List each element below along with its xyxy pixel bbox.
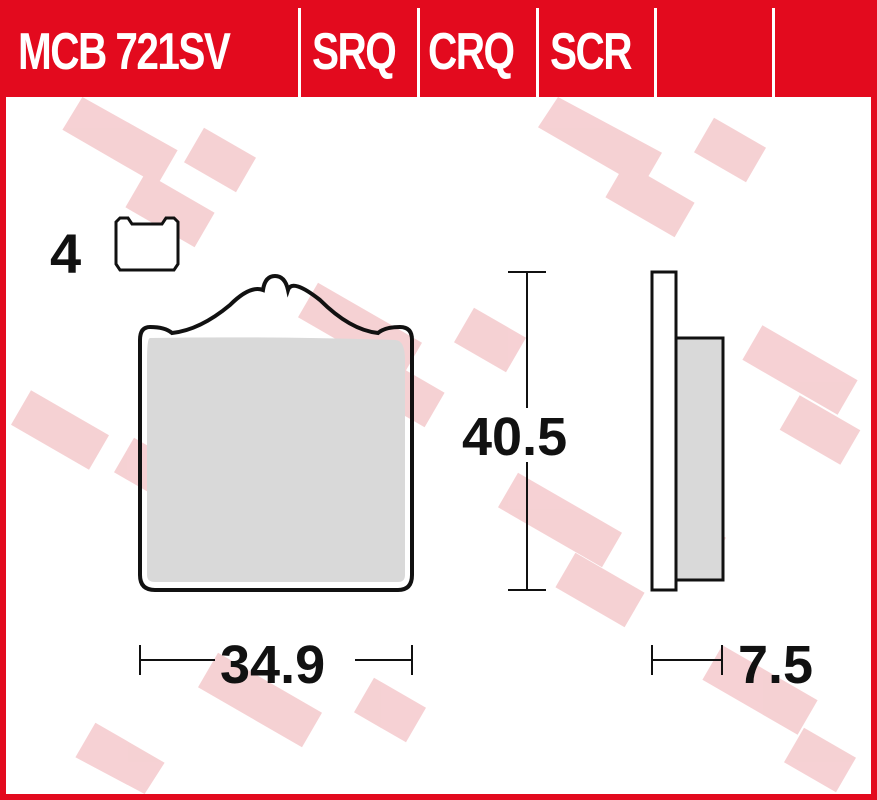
divider bbox=[654, 8, 657, 97]
width-dimension-line bbox=[139, 645, 413, 675]
watermark-stripe bbox=[198, 652, 322, 748]
divider bbox=[772, 8, 775, 97]
compound-srq: SRQ bbox=[312, 23, 397, 81]
watermark-stripe bbox=[605, 162, 695, 238]
watermark-stripe bbox=[538, 97, 662, 188]
height-label: 40.5 bbox=[462, 407, 567, 467]
compound-crq: CRQ bbox=[428, 23, 515, 81]
watermark-stripe bbox=[702, 645, 818, 735]
quantity-label: 4 bbox=[50, 222, 81, 285]
thickness-label: 7.5 bbox=[738, 635, 813, 695]
divider bbox=[298, 8, 301, 97]
divider bbox=[536, 8, 539, 97]
watermark-stripe bbox=[125, 172, 215, 248]
watermark-stripe bbox=[779, 395, 861, 465]
backing-plate bbox=[650, 270, 678, 592]
watermark-stripe bbox=[354, 677, 426, 743]
watermark-stripe bbox=[694, 117, 766, 183]
thickness-dimension-line bbox=[651, 645, 723, 675]
compound-scr: SCR bbox=[550, 23, 633, 81]
part-number: MCB 721SV bbox=[18, 23, 231, 81]
backing-plate-outline bbox=[138, 273, 414, 592]
watermark-stripe bbox=[498, 472, 622, 568]
brake-pad-icon bbox=[114, 216, 180, 272]
friction-material bbox=[147, 337, 405, 582]
friction-layer bbox=[674, 336, 725, 582]
watermark-stripe bbox=[742, 325, 858, 415]
watermark-stripe bbox=[555, 552, 645, 628]
width-label: 34.9 bbox=[220, 635, 325, 695]
watermark-stripe bbox=[784, 727, 856, 793]
watermark-stripe bbox=[11, 390, 109, 470]
pad-front-view bbox=[138, 273, 414, 592]
watermark-stripe bbox=[454, 307, 526, 373]
watermark-stripe bbox=[62, 97, 178, 185]
watermark-stripe bbox=[75, 722, 165, 794]
pad-side-view bbox=[650, 270, 725, 592]
watermark-stripe bbox=[184, 127, 256, 193]
divider bbox=[417, 8, 420, 97]
height-dimension-line bbox=[508, 271, 546, 591]
